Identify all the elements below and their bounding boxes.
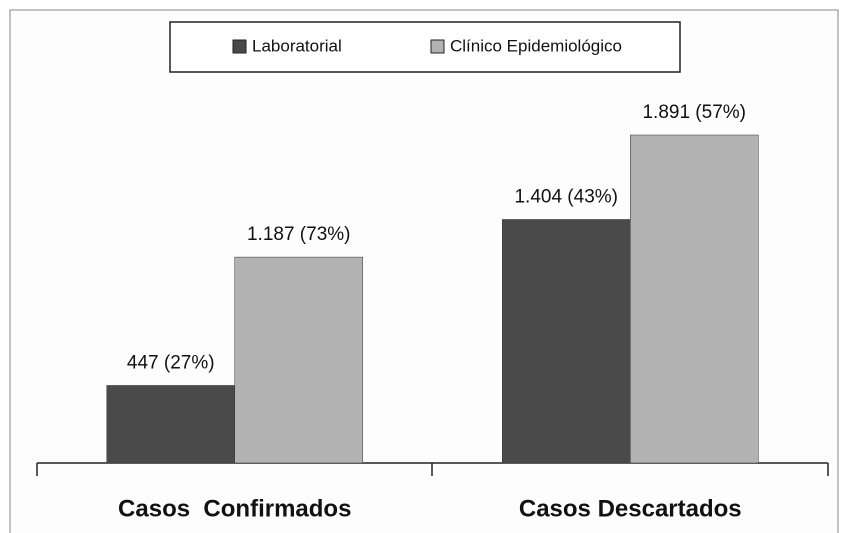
legend-box — [169, 21, 681, 73]
value-label: 1.404 (43%) — [514, 186, 618, 207]
legend-label: Laboratorial — [252, 36, 342, 55]
legend-swatch — [232, 39, 247, 54]
bar — [502, 219, 631, 464]
legend-swatch — [430, 39, 445, 54]
value-label: 447 (27%) — [127, 352, 215, 373]
bar — [106, 385, 235, 464]
value-label: 1.187 (73%) — [247, 224, 351, 245]
legend-label: Clínico Epidemiológico — [450, 36, 622, 55]
value-label: 1.891 (57%) — [642, 102, 746, 123]
x-tick-label: Casos Descartados — [519, 495, 742, 522]
x-tick-label: Casos Confirmados — [118, 495, 351, 522]
bar — [630, 134, 759, 464]
bar — [234, 256, 363, 464]
